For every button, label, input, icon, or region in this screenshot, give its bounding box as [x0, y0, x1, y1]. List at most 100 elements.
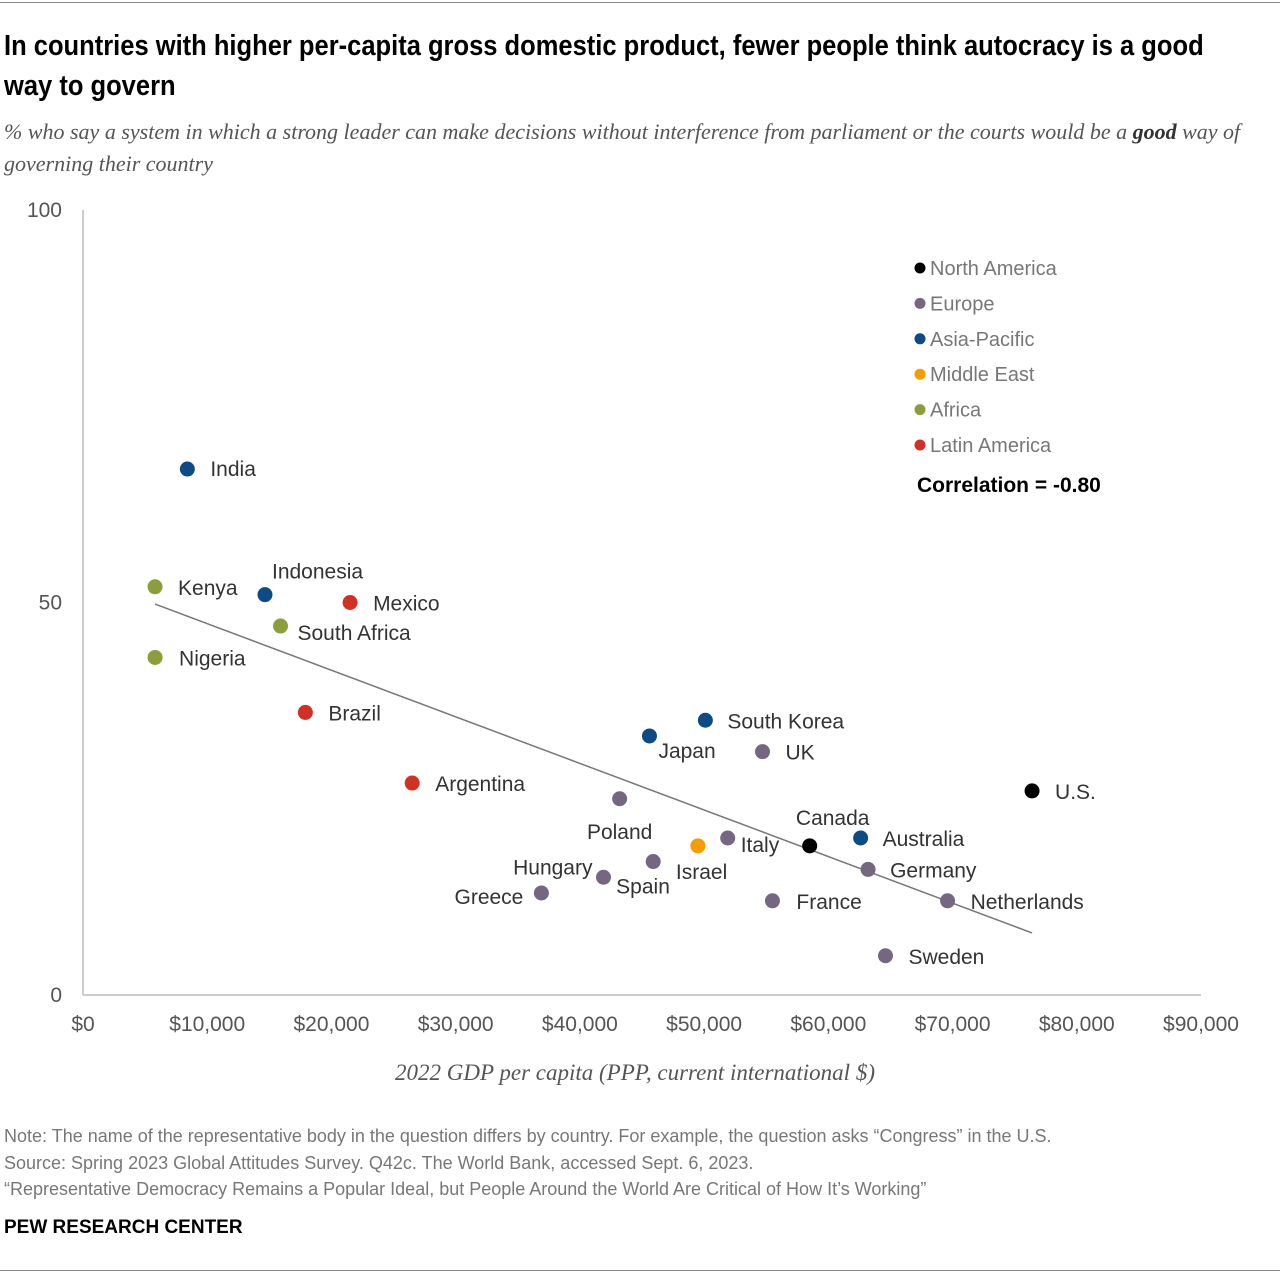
point-marker: [273, 618, 289, 634]
legend-label: Middle East: [930, 364, 1035, 386]
y-tick-label: 50: [39, 592, 62, 615]
x-tick-label: $0: [71, 1013, 94, 1036]
data-point-france: France: [764, 891, 862, 914]
x-tick-label: $80,000: [1039, 1013, 1115, 1036]
data-points: India Kenya Indonesia Mexico South Africa Nig…: [147, 458, 1096, 969]
x-tick-label: $40,000: [542, 1013, 618, 1036]
point-marker: [940, 893, 956, 909]
legend-swatch: [914, 368, 926, 380]
data-point-india: India: [179, 458, 256, 481]
point-label: Indonesia: [272, 561, 363, 584]
x-tick-label: $70,000: [915, 1013, 991, 1036]
data-point-netherlands: Netherlands: [940, 891, 1084, 914]
legend-swatch: [914, 262, 926, 274]
y-tick-label: 100: [27, 199, 62, 222]
point-marker: [802, 838, 818, 854]
point-marker: [404, 775, 420, 791]
legend-item: Asia-Pacific: [914, 329, 1034, 351]
point-label: Sweden: [908, 946, 984, 969]
x-tick-label: $30,000: [418, 1013, 494, 1036]
legend-swatch: [914, 439, 926, 451]
point-label: Australia: [883, 828, 965, 851]
x-axis-label: 2022 GDP per capita (PPP, current intern…: [395, 1060, 875, 1085]
x-tick-label: $90,000: [1163, 1013, 1239, 1036]
point-label: Mexico: [373, 593, 440, 616]
point-label: Italy: [741, 834, 780, 857]
data-point-nigeria: Nigeria: [147, 647, 246, 670]
legend-label: Asia-Pacific: [930, 329, 1034, 351]
point-marker: [877, 948, 893, 964]
trendline-group: [154, 603, 1033, 934]
data-point-spain: Spain: [616, 854, 670, 899]
point-marker: [533, 885, 549, 901]
point-label: France: [796, 891, 861, 914]
brand-logo: PEW RESEARCH CENTER: [4, 1217, 243, 1238]
data-point-mexico: Mexico: [342, 593, 440, 616]
bottom-rule: [0, 1270, 1280, 1271]
legend-swatch: [914, 333, 926, 345]
point-marker: [179, 461, 195, 477]
axes: $0 $10,000 $20,000 $30,000 $40,000 $50,000 $60…: [27, 199, 1239, 1036]
point-marker: [147, 649, 163, 665]
correlation-annotation: Correlation = -0.80: [917, 474, 1101, 497]
data-point-germany: Germany: [860, 859, 977, 882]
footer-report: “Representative Democracy Remains a Popu…: [4, 1179, 927, 1199]
point-label: Poland: [587, 821, 652, 844]
data-point-australia: Australia: [853, 828, 965, 851]
y-tick-label: 0: [50, 984, 62, 1007]
point-marker: [764, 893, 780, 909]
footer-note: Note: The name of the representative bod…: [4, 1126, 1052, 1146]
scatter-chart: $0 $10,000 $20,000 $30,000 $40,000 $50,000 $60…: [27, 199, 1239, 1036]
legend-item: Latin America: [914, 435, 1052, 457]
legend-label: North America: [930, 258, 1058, 280]
point-label: Canada: [796, 807, 870, 830]
data-point-canada: Canada: [796, 807, 870, 854]
data-point-kenya: Kenya: [147, 577, 238, 600]
point-label: Brazil: [328, 702, 381, 725]
point-marker: [853, 830, 869, 846]
point-marker: [297, 704, 313, 720]
data-point-argentina: Argentina: [404, 773, 525, 796]
point-marker: [147, 579, 163, 595]
data-point-south-korea: South Korea: [697, 710, 844, 733]
data-point-u-s: U.S.: [1024, 781, 1096, 804]
point-label: U.S.: [1055, 781, 1096, 804]
point-marker: [595, 869, 611, 885]
point-label: Japan: [658, 740, 715, 763]
legend-item: Middle East: [914, 364, 1035, 386]
x-tick-label: $60,000: [790, 1013, 866, 1036]
point-label: Netherlands: [971, 891, 1084, 914]
subtitle-text-end: way of governing their country: [4, 119, 1241, 176]
x-tick-label: $20,000: [293, 1013, 369, 1036]
data-point-south-africa: South Africa: [273, 618, 411, 645]
point-marker: [860, 861, 876, 877]
data-point-japan: Japan: [641, 728, 716, 763]
point-marker: [257, 587, 273, 603]
legend-label: Europe: [930, 293, 995, 315]
point-marker: [641, 728, 657, 744]
point-marker: [342, 595, 358, 610]
point-label: Hungary: [513, 856, 593, 879]
point-label: Germany: [890, 859, 977, 882]
data-point-indonesia: Indonesia: [257, 561, 363, 603]
point-marker: [754, 744, 770, 760]
point-label: UK: [785, 742, 814, 765]
legend-label: Latin America: [930, 435, 1052, 457]
legend-swatch: [914, 297, 926, 309]
point-label: Argentina: [435, 773, 525, 796]
data-point-italy: Italy: [720, 830, 780, 857]
legend-item: Europe: [914, 293, 995, 315]
legend-item: North America: [914, 258, 1058, 280]
data-point-sweden: Sweden: [877, 946, 984, 969]
point-marker: [1024, 783, 1040, 799]
chart-title: In countries with higher per-capita gros…: [4, 30, 1204, 102]
point-marker: [720, 830, 736, 846]
point-label: Spain: [616, 876, 670, 899]
data-point-brazil: Brazil: [297, 702, 381, 725]
legend-item: Africa: [914, 400, 982, 422]
point-label: South Korea: [727, 710, 844, 733]
point-marker: [645, 854, 661, 870]
point-label: Greece: [455, 886, 524, 909]
data-point-hungary: Hungary: [513, 856, 611, 885]
point-marker: [697, 712, 713, 728]
